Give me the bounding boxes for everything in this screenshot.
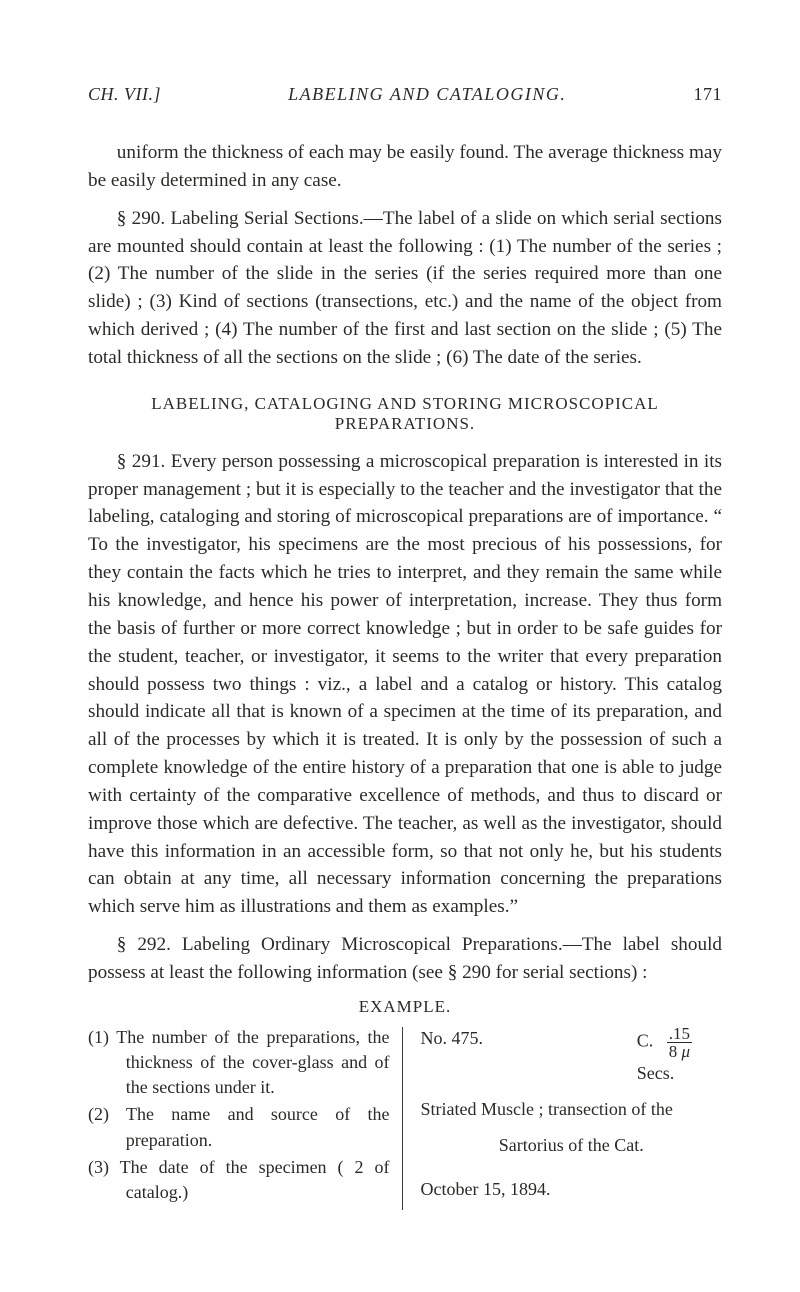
section-number-292: § 292. <box>117 934 182 955</box>
example: (1) The number of the preparations, the … <box>88 1025 722 1212</box>
fraction-numerator: .15 <box>667 1025 692 1043</box>
example-item-1: (1) The number of the preparations, the … <box>88 1025 390 1101</box>
example-item-2: (2) The name and source of the preparati… <box>88 1102 390 1152</box>
example-divider <box>402 1027 403 1210</box>
mu-symbol: μ <box>681 1042 690 1061</box>
header-page-number: 171 <box>693 84 722 105</box>
example-left-column: (1) The number of the preparations, the … <box>88 1025 390 1212</box>
section-title-292: Labeling Ordinary Microscopical Preparat… <box>182 934 563 955</box>
example-secs: Secs. <box>637 1063 675 1083</box>
paragraph-292: § 292. Labeling Ordinary Microscopical P… <box>88 931 722 987</box>
subheading: LABELING, CATALOGING AND STORING MICROSC… <box>88 394 722 434</box>
example-right-column: No. 475. C. .15 8 μ Secs. Striated Muscl… <box>414 1025 722 1212</box>
example-date: October 15, 1894. <box>420 1176 722 1202</box>
example-right-top: No. 475. C. .15 8 μ Secs. <box>420 1025 722 1086</box>
example-line-2: Striated Muscle ; transection of the <box>420 1096 722 1122</box>
fraction-den-num: 8 <box>669 1042 682 1061</box>
section-number-290: § 290. <box>117 208 171 229</box>
fraction: .15 8 μ <box>667 1025 692 1060</box>
example-item-3: (3) The date of the specimen ( 2 of cata… <box>88 1155 390 1205</box>
header-chapter: CH. VII.] <box>88 84 161 105</box>
example-fraction: C. .15 8 μ Secs. <box>637 1025 692 1086</box>
paragraph-1: uniform the thickness of each may be eas… <box>88 139 722 195</box>
section-body-290: —The label of a slide on which serial se… <box>88 208 722 368</box>
example-c: C. <box>637 1030 654 1050</box>
running-head: CH. VII.] LABELING AND CATALOGING. 171 <box>88 84 722 105</box>
paragraph-290: § 290. Labeling Serial Sections.—The lab… <box>88 205 722 372</box>
section-title-290: Labeling Serial Sections. <box>170 208 363 229</box>
paragraph-291: § 291. Every person possessing a microsc… <box>88 448 722 921</box>
example-no: No. 475. <box>420 1025 483 1086</box>
fraction-denominator: 8 μ <box>667 1043 692 1060</box>
example-line-3: Sartorius of the Cat. <box>420 1132 722 1158</box>
page: CH. VII.] LABELING AND CATALOGING. 171 u… <box>0 0 800 1292</box>
header-title: LABELING AND CATALOGING. <box>288 84 566 105</box>
example-label: EXAMPLE. <box>88 997 722 1017</box>
